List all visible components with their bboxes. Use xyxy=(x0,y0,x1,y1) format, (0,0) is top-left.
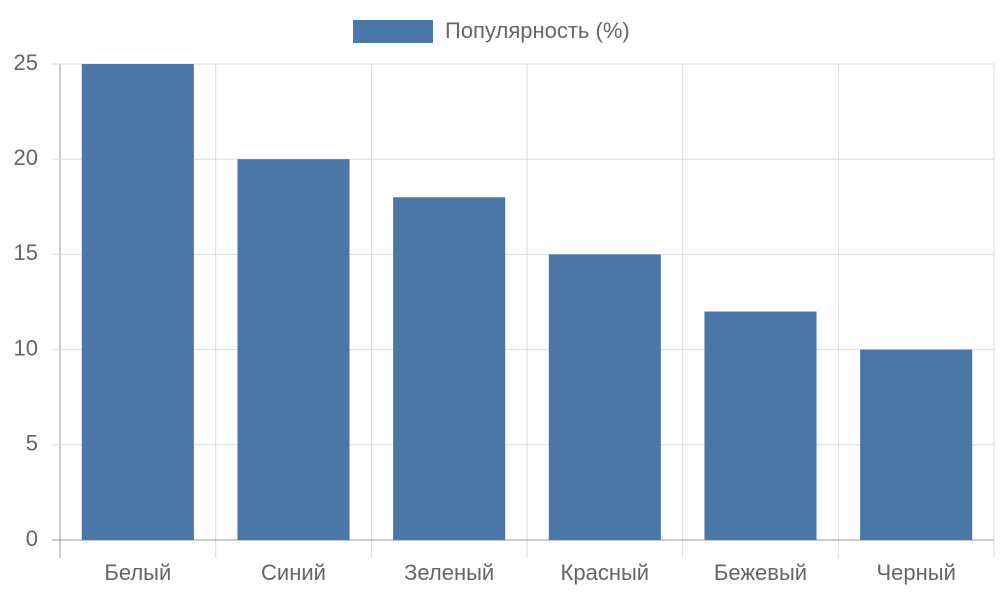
bar xyxy=(81,64,194,540)
y-tick-label: 5 xyxy=(26,431,38,456)
x-tick-label: Красный xyxy=(561,560,650,585)
y-tick-label: 0 xyxy=(26,526,38,551)
legend-label: Популярность (%) xyxy=(445,18,630,43)
bar xyxy=(704,311,817,540)
bar xyxy=(548,254,661,540)
legend-swatch xyxy=(353,20,433,43)
x-tick-label: Белый xyxy=(104,560,171,585)
x-tick-label: Бежевый xyxy=(714,560,807,585)
y-tick-label: 25 xyxy=(14,50,38,75)
y-tick-label: 15 xyxy=(14,240,38,265)
bar xyxy=(237,159,350,540)
bar xyxy=(860,349,973,540)
x-tick-label: Черный xyxy=(876,560,955,585)
x-tick-label: Зеленый xyxy=(404,560,494,585)
bar xyxy=(393,197,506,540)
y-tick-label: 20 xyxy=(14,145,38,170)
y-tick-label: 10 xyxy=(14,335,38,360)
x-tick-label: Синий xyxy=(261,560,326,585)
